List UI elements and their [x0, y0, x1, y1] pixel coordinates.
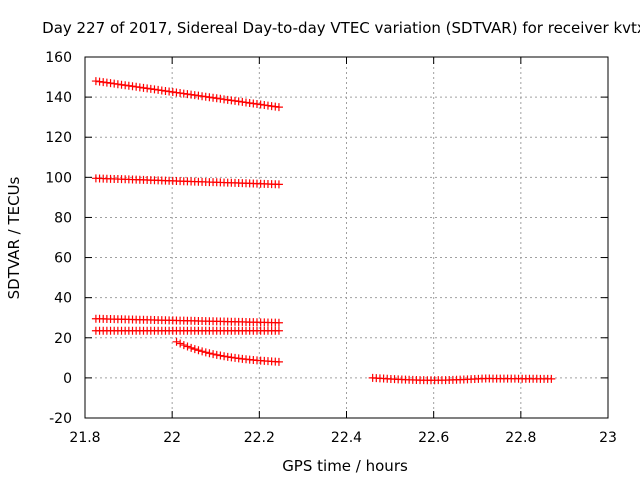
- data-point: [201, 348, 210, 357]
- data-points: [91, 77, 556, 385]
- y-tick-label: 60: [54, 251, 72, 267]
- data-point: [198, 347, 207, 356]
- data-point: [220, 352, 229, 361]
- data-point: [274, 318, 283, 327]
- grid-lines: [85, 57, 608, 418]
- x-axis-title: GPS time / hours: [282, 457, 408, 475]
- x-tick-label: 22.4: [331, 430, 362, 446]
- y-tick-label: 20: [54, 331, 72, 347]
- x-tick-label: 23: [599, 430, 617, 446]
- data-point: [183, 342, 192, 351]
- y-tick-label: -20: [49, 411, 72, 427]
- data-point: [274, 180, 283, 189]
- y-tick-label: 40: [54, 291, 72, 307]
- data-point: [209, 350, 218, 359]
- x-tick-label: 22.6: [418, 430, 449, 446]
- y-axis-title: SDTVAR / TECUs: [5, 176, 23, 299]
- data-point: [172, 337, 181, 346]
- y-tick-label: 160: [45, 50, 72, 66]
- data-point: [216, 351, 225, 360]
- y-tick-label: 120: [45, 130, 72, 146]
- data-point: [274, 103, 283, 112]
- data-point: [194, 346, 203, 355]
- data-point: [190, 345, 199, 354]
- y-tick-labels: -20 0 20 40 60 80 100 120 140 160: [45, 50, 72, 427]
- data-point: [212, 350, 221, 359]
- data-point: [274, 326, 283, 335]
- y-tick-label: 0: [63, 371, 72, 387]
- series-arc-4: [91, 326, 283, 335]
- x-tick-label: 22: [163, 430, 181, 446]
- data-point: [274, 357, 283, 366]
- data-point: [205, 349, 214, 358]
- y-tick-label: 100: [45, 170, 72, 186]
- data-point: [176, 339, 185, 348]
- x-tick-labels: 21.8 22 22.2 22.4 22.6 22.8 23: [69, 430, 617, 446]
- series-arc-5: [172, 337, 283, 366]
- series-arc-2: [91, 174, 283, 189]
- data-point: [547, 374, 556, 383]
- data-point: [187, 343, 196, 352]
- y-tick-label: 80: [54, 210, 72, 226]
- series-arc-1: [91, 77, 283, 112]
- series-arc-6: [368, 373, 556, 385]
- plot-frame: [84, 56, 609, 419]
- y-tick-label: 140: [45, 90, 72, 106]
- x-tick-label: 22.8: [505, 430, 536, 446]
- chart-title: Day 227 of 2017, Sidereal Day-to-day VTE…: [42, 19, 640, 37]
- series-arc-3: [91, 314, 283, 327]
- x-tick-label: 21.8: [69, 430, 100, 446]
- data-point: [179, 341, 188, 350]
- x-tick-label: 22.2: [244, 430, 275, 446]
